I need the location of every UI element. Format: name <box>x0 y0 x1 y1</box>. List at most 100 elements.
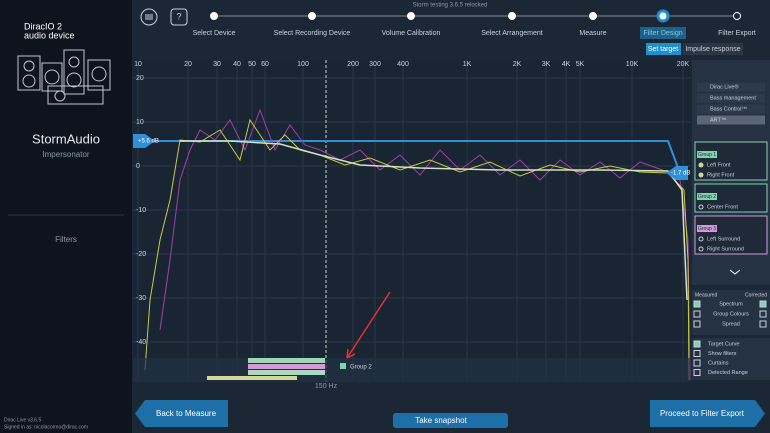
range-bar <box>248 364 325 369</box>
target-curve <box>133 140 681 174</box>
annotation-arrow <box>346 291 391 359</box>
channel-name: Right Surround <box>707 246 744 252</box>
x-tick-label: 10 <box>134 61 142 68</box>
x-tick-label: 3K <box>542 61 551 68</box>
step-dot[interactable] <box>733 12 741 20</box>
toggle-label: Show filters <box>708 351 737 357</box>
option-row[interactable] <box>697 93 765 103</box>
checkbox[interactable] <box>340 363 346 369</box>
view-row: Spectrum <box>719 301 743 307</box>
option-row[interactable] <box>697 104 765 114</box>
group-tag <box>697 225 717 232</box>
channel-name: Center Front <box>707 204 738 210</box>
checkbox[interactable] <box>693 300 701 308</box>
y-tick-label: -10 <box>136 207 146 214</box>
group-tag <box>697 151 717 158</box>
snapshot-button[interactable] <box>393 413 508 428</box>
tab-label: Set target <box>648 46 678 53</box>
channel-name: Right Front <box>707 172 735 178</box>
x-tick-label: 5K <box>576 61 585 68</box>
group-card <box>694 215 768 255</box>
step-highlight <box>640 27 686 39</box>
step-dot[interactable] <box>210 12 218 20</box>
menu-button[interactable] <box>140 8 158 26</box>
y-tick-label: -30 <box>136 295 146 302</box>
checkbox[interactable] <box>693 350 701 357</box>
checkbox[interactable] <box>693 320 701 328</box>
sidebar <box>0 0 132 433</box>
view-row: Group Colours <box>713 311 749 317</box>
step-dot[interactable] <box>656 9 670 23</box>
right-handle[interactable] <box>666 166 688 180</box>
channel-dot[interactable] <box>698 162 704 168</box>
group-card <box>694 183 768 213</box>
y-tick-label: 20 <box>136 75 144 82</box>
group-name: Group 2 <box>698 194 716 200</box>
x-tick-label: 30 <box>213 61 221 68</box>
left-handle[interactable] <box>133 134 155 148</box>
channel-name: Left Front <box>707 162 731 168</box>
checkbox[interactable] <box>693 340 701 348</box>
channel-dot[interactable] <box>698 172 704 178</box>
menu-icon <box>145 14 153 20</box>
x-tick-label: 10K <box>626 61 639 68</box>
option-label: Bass management <box>710 95 756 101</box>
device-illustration <box>17 49 111 105</box>
option-row[interactable] <box>697 115 765 125</box>
step-label: Measure <box>579 30 606 37</box>
tab-label: Impulse response <box>685 46 740 53</box>
step-dot[interactable] <box>589 12 597 20</box>
x-tick-label: 50 <box>248 61 256 68</box>
view-header: Corrected <box>745 292 767 298</box>
processor-name: StormAudio <box>32 131 100 146</box>
help-button[interactable] <box>170 8 188 26</box>
group-card <box>694 141 768 181</box>
x-tick-label: 2K <box>513 61 522 68</box>
checkbox[interactable] <box>693 359 701 367</box>
handle-label: -1.7 dB <box>671 171 690 177</box>
toggle-label: Target Curve <box>708 341 740 347</box>
y-tick-label: 0 <box>136 163 140 170</box>
x-tick-label: 60 <box>261 61 269 68</box>
checkbox[interactable] <box>759 300 767 308</box>
step-dot[interactable] <box>407 12 415 20</box>
y-tick-label: -40 <box>136 339 146 346</box>
handle-label: +5.6 dB <box>138 139 159 145</box>
channel-name: Left Surround <box>707 236 740 242</box>
option-row[interactable] <box>697 82 765 92</box>
toggle-panel <box>692 338 770 380</box>
help-icon: ? <box>176 11 181 21</box>
checkbox[interactable] <box>693 369 701 376</box>
option-label: Bass Control™ <box>710 106 747 112</box>
step-dot[interactable] <box>308 12 316 20</box>
marker-label: 150 Hz <box>315 383 338 390</box>
view-row: Spread <box>722 321 740 327</box>
button-label: Proceed to Filter Export <box>660 409 745 418</box>
step-dot[interactable] <box>508 12 516 20</box>
scroll-down[interactable] <box>729 269 741 275</box>
x-tick-label: 100 <box>297 61 309 68</box>
tab-active[interactable] <box>646 43 681 55</box>
x-tick-label: 4K <box>562 61 571 68</box>
button-label: Back to Measure <box>156 409 217 418</box>
channel-dot[interactable] <box>698 236 704 242</box>
x-tick-label: 400 <box>397 61 409 68</box>
back-button[interactable] <box>135 400 228 427</box>
x-tick-label: 20K <box>677 61 690 68</box>
checkbox[interactable] <box>759 320 767 328</box>
channel-dot[interactable] <box>698 204 704 210</box>
checkbox[interactable] <box>693 310 701 318</box>
tab[interactable] <box>683 43 743 55</box>
device-name: audio device <box>24 30 75 40</box>
signed-in: Signed in as: nicolacormo@dirac.com <box>4 424 88 430</box>
channel-dot[interactable] <box>698 246 704 252</box>
checkbox[interactable] <box>759 310 767 318</box>
range-bar <box>207 376 297 380</box>
option-label: Dirac Live® <box>710 83 739 90</box>
x-tick-label: 20 <box>184 61 192 68</box>
section-label: Filters <box>55 235 77 244</box>
group-name: Group 3 <box>698 226 716 232</box>
x-tick-label: 200 <box>347 61 359 68</box>
step-label: Select Arrangement <box>481 30 543 37</box>
proceed-button[interactable] <box>650 400 765 427</box>
